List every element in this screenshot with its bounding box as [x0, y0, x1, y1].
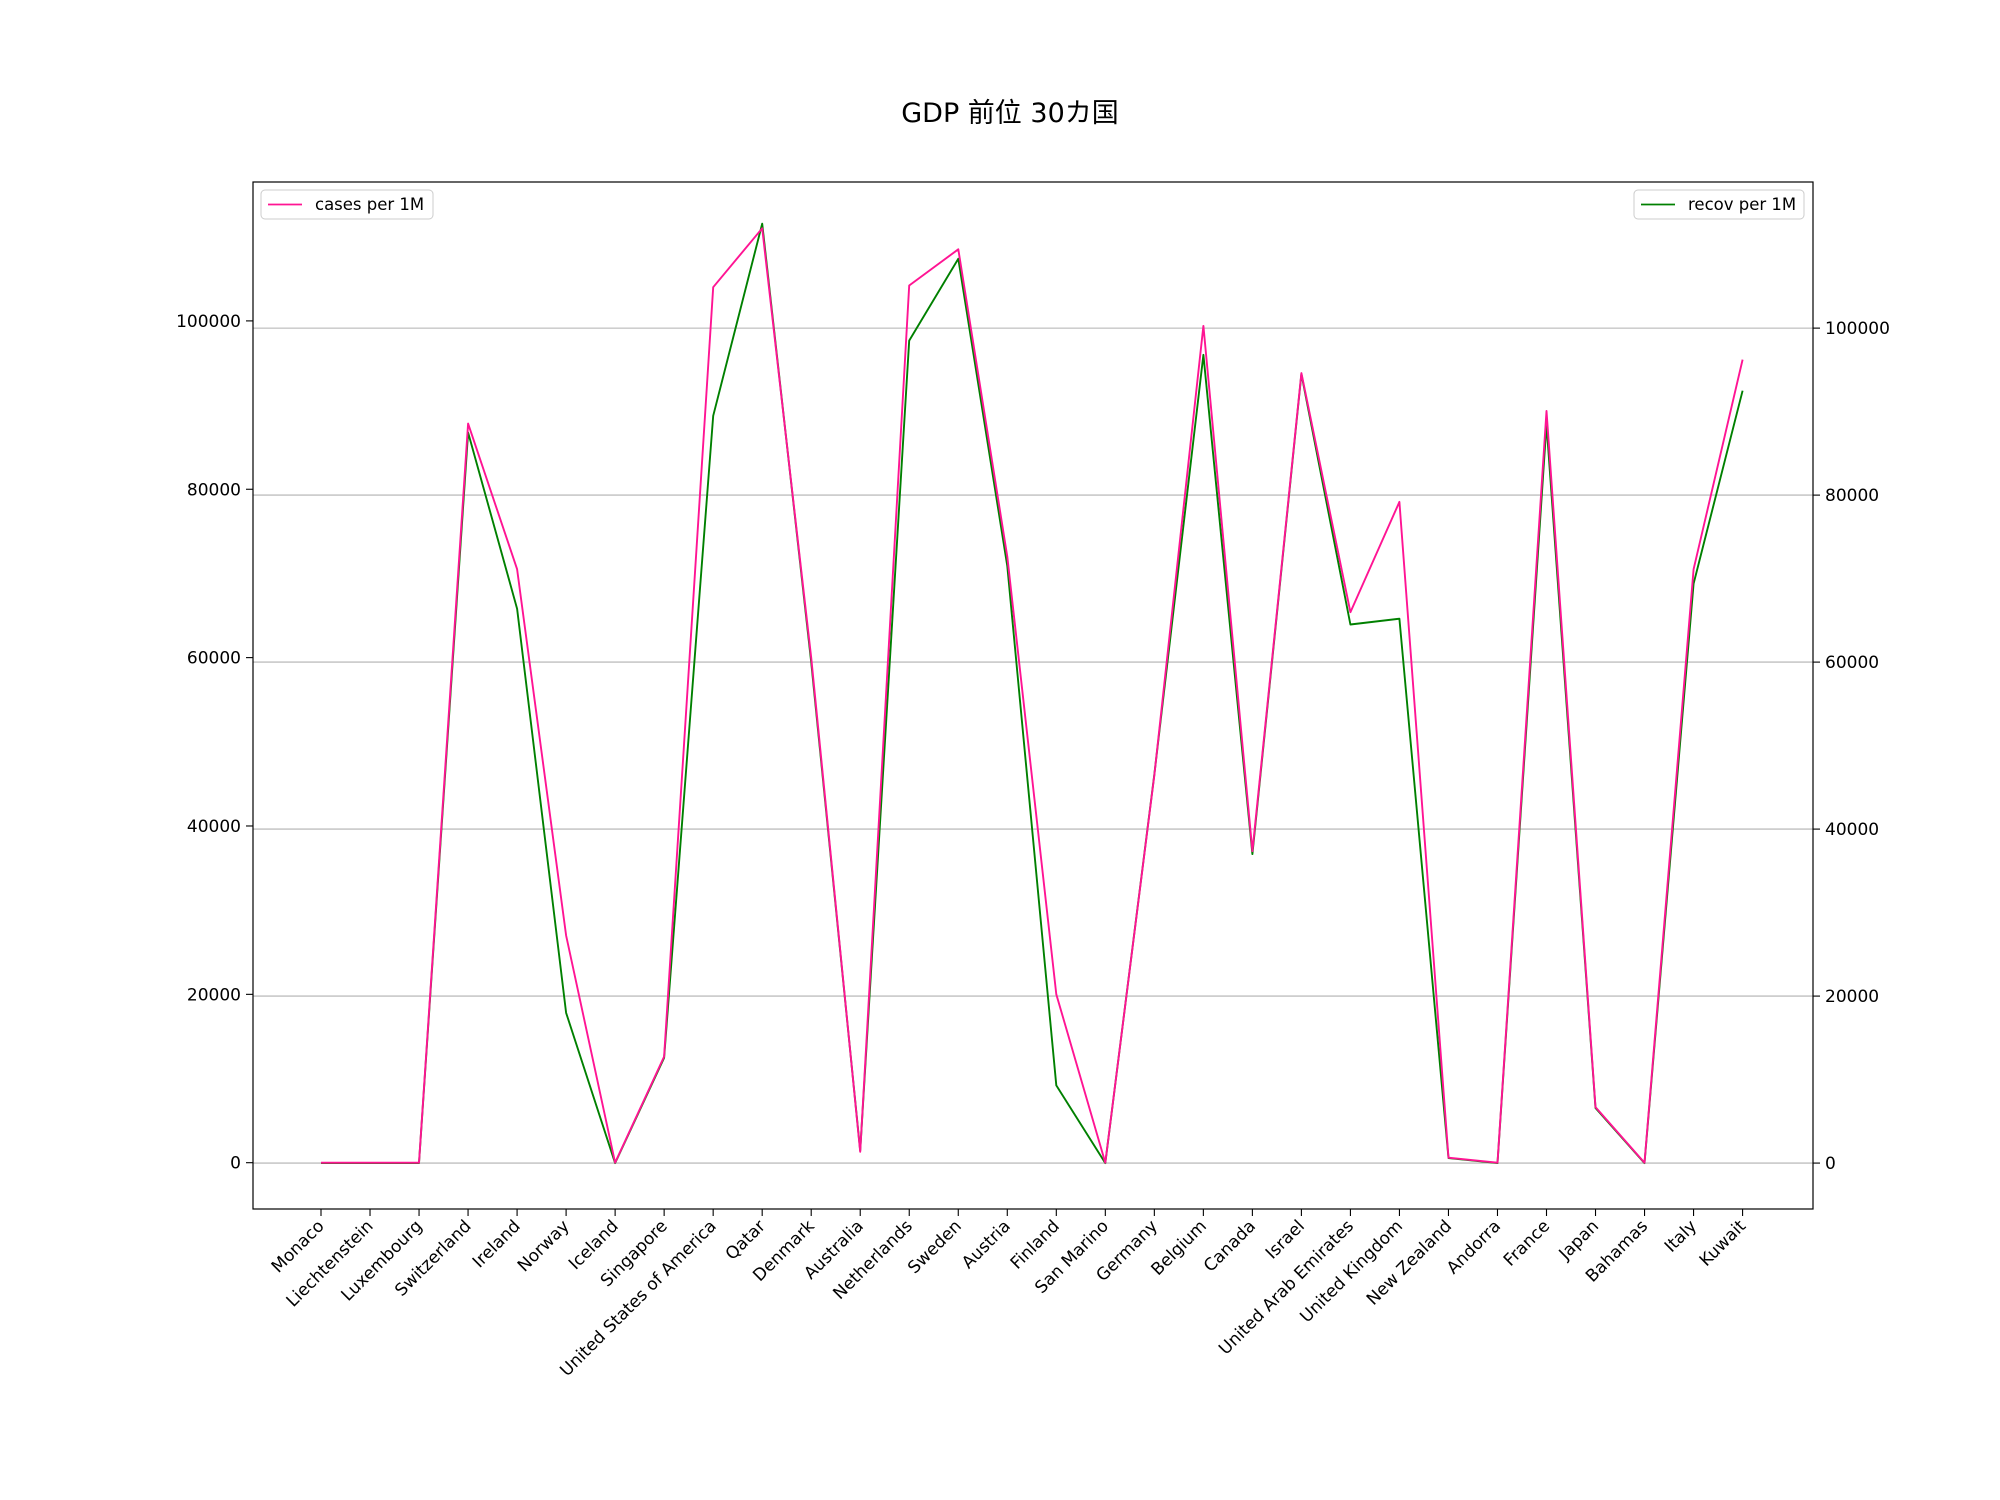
left-y-tick-label: 100000 [176, 312, 241, 332]
left-y-axis: 0 20000 40000 60000 80000 100000 [176, 312, 253, 1174]
legend-cases-label: cases per 1M [315, 195, 424, 214]
right-y-tick-label: 0 [1825, 1154, 1836, 1174]
x-tick-label: Austria [958, 1216, 1015, 1273]
x-tick-label: Sweden [904, 1216, 966, 1278]
left-y-tick-label: 60000 [187, 649, 241, 669]
legend-recov: recov per 1M [1633, 189, 1805, 220]
series-line-cases [321, 227, 1744, 1164]
x-tick-label: France [1500, 1216, 1554, 1270]
right-y-tick-label: 40000 [1825, 820, 1879, 840]
series-lines [321, 222, 1744, 1165]
right-y-tick-label: 80000 [1825, 486, 1879, 506]
legend-cases-frame [260, 189, 434, 220]
grid-lines [253, 327, 1813, 1164]
right-y-tick-label: 20000 [1825, 987, 1879, 1007]
x-tick-label: Israel [1262, 1216, 1309, 1263]
left-y-tick-label: 0 [230, 1154, 241, 1174]
right-y-tick-label: 100000 [1825, 319, 1890, 339]
x-tick-label: Andorra [1443, 1216, 1505, 1278]
x-tick-label: Italy [1661, 1216, 1701, 1256]
left-y-tick-label: 40000 [187, 817, 241, 837]
x-tick-label: New Zealand [1363, 1216, 1456, 1309]
left-y-tick-label: 80000 [187, 480, 241, 500]
x-tick-label: Norway [514, 1216, 574, 1276]
left-y-tick-label: 20000 [187, 985, 241, 1005]
right-y-tick-label: 60000 [1825, 653, 1879, 673]
x-tick-label: Liechtenstein [283, 1216, 378, 1311]
x-axis: MonacoLiechtensteinLuxembourgSwitzerland… [268, 1209, 1751, 1381]
plot-frame [252, 181, 1814, 1210]
x-tick-label: Kuwait [1696, 1216, 1751, 1271]
legend-recov-label: recov per 1M [1688, 195, 1796, 214]
x-tick-label: Canada [1200, 1216, 1260, 1276]
right-y-axis: 0 20000 40000 60000 80000 100000 [1813, 319, 1890, 1174]
legend-recov-frame [1633, 189, 1805, 220]
chart-title: GDP 前位 30カ国 [901, 98, 1119, 129]
legend-cases: cases per 1M [260, 189, 434, 220]
